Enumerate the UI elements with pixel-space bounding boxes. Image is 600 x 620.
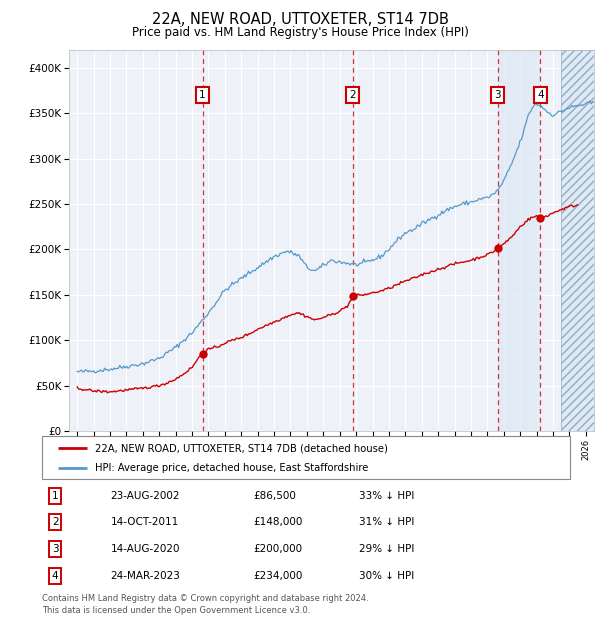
Text: £86,500: £86,500	[253, 490, 296, 501]
Bar	[561, 50, 594, 431]
Text: 30% ↓ HPI: 30% ↓ HPI	[359, 570, 414, 581]
Text: 29% ↓ HPI: 29% ↓ HPI	[359, 544, 414, 554]
Text: 1: 1	[199, 91, 206, 100]
Text: This data is licensed under the Open Government Licence v3.0.: This data is licensed under the Open Gov…	[42, 606, 310, 616]
Text: 33% ↓ HPI: 33% ↓ HPI	[359, 490, 414, 501]
Text: 22A, NEW ROAD, UTTOXETER, ST14 7DB (detached house): 22A, NEW ROAD, UTTOXETER, ST14 7DB (deta…	[95, 443, 388, 453]
Text: HPI: Average price, detached house, East Staffordshire: HPI: Average price, detached house, East…	[95, 463, 368, 473]
Text: Price paid vs. HM Land Registry's House Price Index (HPI): Price paid vs. HM Land Registry's House …	[131, 26, 469, 39]
Text: £200,000: £200,000	[253, 544, 302, 554]
Text: 14-AUG-2020: 14-AUG-2020	[110, 544, 180, 554]
Text: 23-AUG-2002: 23-AUG-2002	[110, 490, 180, 501]
Text: 14-OCT-2011: 14-OCT-2011	[110, 517, 179, 528]
Text: 4: 4	[537, 91, 544, 100]
Text: 31% ↓ HPI: 31% ↓ HPI	[359, 517, 414, 528]
Text: £148,000: £148,000	[253, 517, 302, 528]
Text: 3: 3	[52, 544, 59, 554]
Text: Contains HM Land Registry data © Crown copyright and database right 2024.: Contains HM Land Registry data © Crown c…	[42, 594, 368, 603]
FancyBboxPatch shape	[42, 436, 570, 479]
Text: 22A, NEW ROAD, UTTOXETER, ST14 7DB: 22A, NEW ROAD, UTTOXETER, ST14 7DB	[152, 12, 448, 27]
Text: 24-MAR-2023: 24-MAR-2023	[110, 570, 181, 581]
Text: 2: 2	[349, 91, 356, 100]
Text: 4: 4	[52, 570, 59, 581]
Text: 1: 1	[52, 490, 59, 501]
Text: 3: 3	[494, 91, 501, 100]
Text: £234,000: £234,000	[253, 570, 302, 581]
Bar	[497, 50, 541, 431]
Text: 2: 2	[52, 517, 59, 528]
